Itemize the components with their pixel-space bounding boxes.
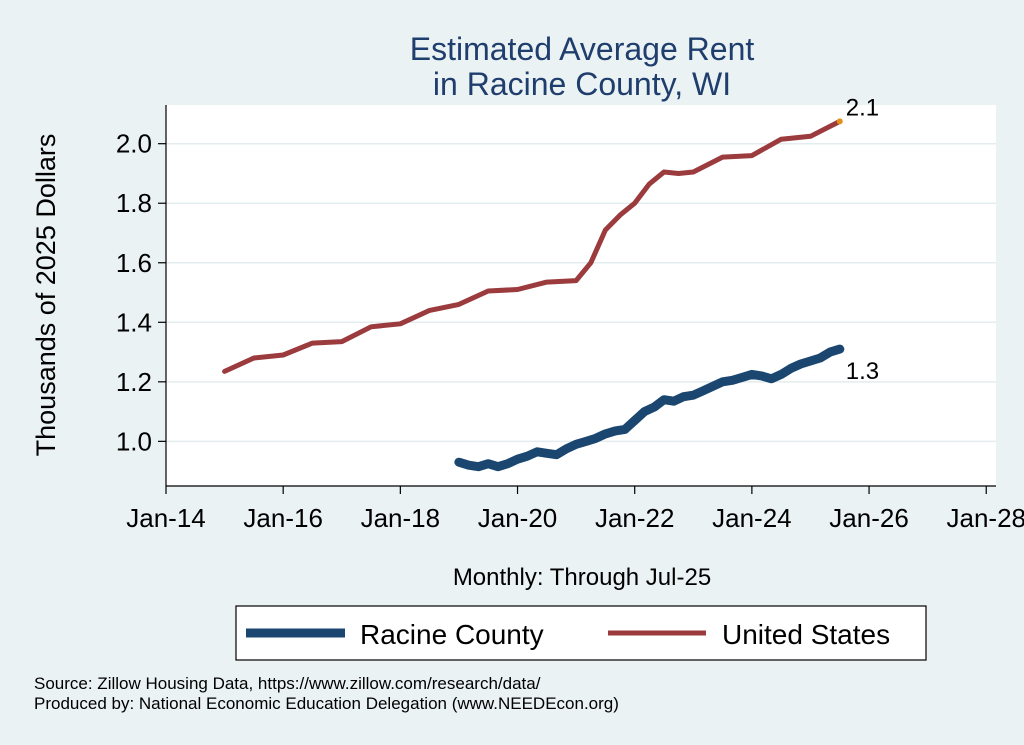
x-tick-label: Jan-16 (243, 503, 323, 533)
legend-box (235, 605, 927, 661)
x-axis-label: Monthly: Through Jul-25 (453, 564, 711, 591)
y-tick-label: 1.2 (116, 367, 152, 397)
y-tick-label: 1.6 (116, 248, 152, 278)
x-tick-label: Jan-26 (829, 503, 909, 533)
end-label-united-states: 2.1 (846, 94, 879, 121)
series-line-united-states (222, 118, 843, 374)
produced-by-note: Produced by: National Economic Education… (34, 694, 619, 713)
y-tick-label: 1.4 (116, 307, 152, 337)
end-point-racine-county (836, 346, 843, 353)
x-tick-label: Jan-28 (946, 503, 1024, 533)
y-tick-label: 1.8 (116, 188, 152, 218)
y-axis: 1.0 1.2 1.4 1.6 1.8 2.0 (116, 105, 167, 486)
series-lines (222, 118, 845, 472)
y-tick-label: 2.0 (116, 129, 152, 159)
y-tick-label: 1.0 (116, 426, 152, 456)
legend-label-racine-county: Racine County (360, 619, 544, 650)
x-tick-label: Jan-20 (478, 503, 558, 533)
legend: Racine County United States (235, 605, 927, 661)
x-tick-label: Jan-14 (126, 503, 206, 533)
chart-title-line-2: in Racine County, WI (433, 66, 731, 102)
legend-label-united-states: United States (722, 619, 890, 650)
x-axis: Jan-14 Jan-16 Jan-18 Jan-20 Jan-22 Jan-24 Jan-… (126, 485, 1024, 533)
x-tick-label: Jan-18 (361, 503, 441, 533)
x-tick-label: Jan-24 (712, 503, 792, 533)
end-labels: 1.3 2.1 (836, 94, 879, 385)
end-label-racine-county: 1.3 (846, 358, 879, 385)
x-tick-label: Jan-22 (595, 503, 675, 533)
plot-area (166, 105, 996, 486)
y-axis-label: Thousands of 2025 Dollars (31, 134, 61, 457)
source-note: Source: Zillow Housing Data, https://www… (34, 674, 541, 693)
end-point-united-states (836, 118, 843, 125)
series-line-racine-county (454, 344, 845, 472)
grid-lines (166, 142, 996, 443)
chart-title-line-1: Estimated Average Rent (410, 31, 755, 67)
